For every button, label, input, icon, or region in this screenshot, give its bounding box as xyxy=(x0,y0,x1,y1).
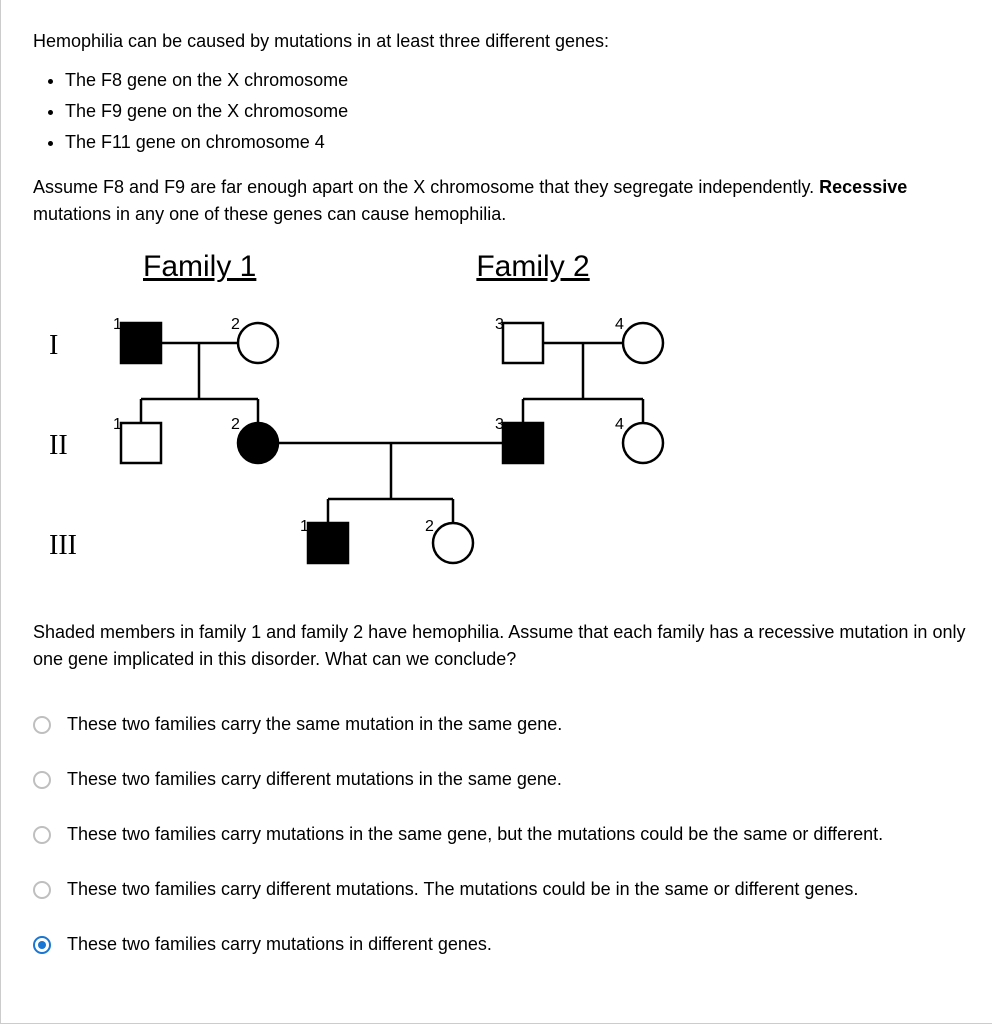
person-label: 4 xyxy=(615,416,624,433)
options-list: These two families carry the same mutati… xyxy=(33,697,968,972)
person-label: 2 xyxy=(231,316,240,333)
option-2[interactable]: These two families carry different mutat… xyxy=(33,752,968,807)
person-I4 xyxy=(623,323,663,363)
person-label: 2 xyxy=(425,518,434,535)
person-I3 xyxy=(503,323,543,363)
radio-icon xyxy=(33,936,51,954)
person-II4 xyxy=(623,423,663,463)
radio-icon xyxy=(33,881,51,899)
gen-label-II: II xyxy=(49,430,68,461)
gen-label-III: III xyxy=(49,530,77,561)
radio-icon xyxy=(33,716,51,734)
person-II2 xyxy=(238,423,278,463)
option-label: These two families carry the same mutati… xyxy=(67,711,968,738)
intro-text: Hemophilia can be caused by mutations in… xyxy=(33,28,968,55)
assume-part2: mutations in any one of these genes can … xyxy=(33,204,506,224)
option-label: These two families carry mutations in di… xyxy=(67,931,968,958)
option-4[interactable]: These two families carry different mutat… xyxy=(33,862,968,917)
assume-part1: Assume F8 and F9 are far enough apart on… xyxy=(33,177,819,197)
person-I1 xyxy=(121,323,161,363)
question-card: Hemophilia can be caused by mutations in… xyxy=(0,0,992,1024)
person-label: 1 xyxy=(113,416,122,433)
person-II3 xyxy=(503,423,543,463)
assumption-text: Assume F8 and F9 are far enough apart on… xyxy=(33,174,968,228)
person-III1 xyxy=(308,523,348,563)
option-label: These two families carry different mutat… xyxy=(67,876,968,903)
option-5[interactable]: These two families carry mutations in di… xyxy=(33,917,968,972)
family-1-title: Family 1 xyxy=(143,244,256,289)
person-label: 3 xyxy=(495,416,504,433)
person-II1 xyxy=(121,423,161,463)
person-I2 xyxy=(238,323,278,363)
person-label: 2 xyxy=(231,416,240,433)
radio-icon xyxy=(33,826,51,844)
person-label: 1 xyxy=(113,316,122,333)
list-item: The F8 gene on the X chromosome xyxy=(65,67,968,94)
option-label: These two families carry different mutat… xyxy=(67,766,968,793)
gen-label-I: I xyxy=(49,330,58,361)
family-titles: Family 1 Family 2 xyxy=(33,244,968,289)
person-III2 xyxy=(433,523,473,563)
radio-icon xyxy=(33,771,51,789)
option-3[interactable]: These two families carry mutations in th… xyxy=(33,807,968,862)
option-1[interactable]: These two families carry the same mutati… xyxy=(33,697,968,752)
person-label: 1 xyxy=(300,518,309,535)
person-label: 4 xyxy=(615,316,624,333)
pedigree-svg: I II III 1 2 3 4 xyxy=(33,299,793,589)
pedigree-diagram: Family 1 Family 2 I II III 1 2 xyxy=(33,244,968,589)
family-2-title: Family 2 xyxy=(476,244,589,289)
assume-bold: Recessive xyxy=(819,177,907,197)
option-label: These two families carry mutations in th… xyxy=(67,821,968,848)
gene-list: The F8 gene on the X chromosome The F9 g… xyxy=(33,67,968,156)
list-item: The F9 gene on the X chromosome xyxy=(65,98,968,125)
person-label: 3 xyxy=(495,316,504,333)
list-item: The F11 gene on chromosome 4 xyxy=(65,129,968,156)
question-text: Shaded members in family 1 and family 2 … xyxy=(33,619,968,673)
